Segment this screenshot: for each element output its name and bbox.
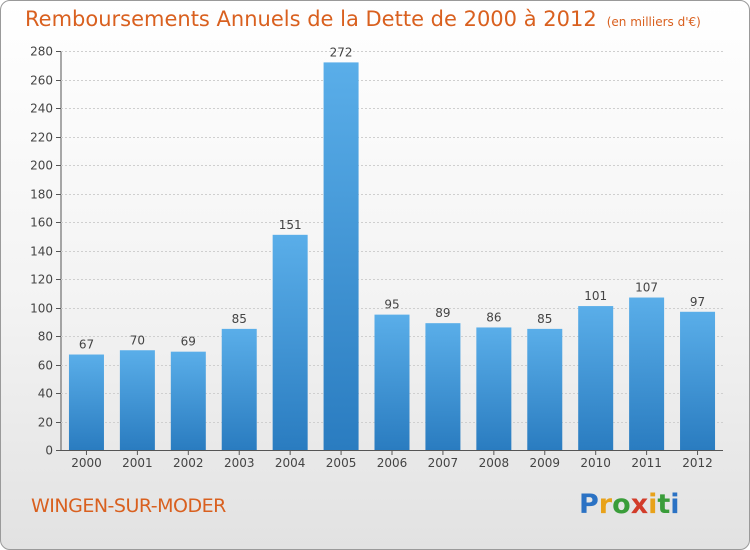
y-axis: 0 20 40 60 80 100 120 140 160 180 200 220 240 260 280	[30, 45, 61, 458]
city-name: WINGEN-SUR-MODER	[31, 495, 226, 517]
x-tick-label: 2001	[122, 456, 153, 470]
bar-2001	[119, 350, 155, 450]
data-label-2008: 86	[486, 310, 501, 324]
bar-2010	[578, 306, 614, 450]
data-label-2011: 107	[635, 281, 658, 295]
x-tick-label: 2005	[326, 456, 357, 470]
bar-2009	[527, 328, 563, 450]
y-tick-label: 140	[30, 245, 53, 259]
data-label-2005: 272	[330, 45, 353, 59]
data-label-2004: 151	[279, 218, 302, 232]
y-tick-label: 100	[30, 302, 53, 316]
y-tick-label: 0	[45, 444, 53, 458]
data-label-2006: 95	[384, 298, 399, 312]
y-tick-label: 80	[38, 330, 53, 344]
x-tick-label: 2004	[275, 456, 306, 470]
y-tick-label: 120	[30, 273, 53, 287]
x-tick-label: 2008	[479, 456, 510, 470]
x-tick-label: 2003	[224, 456, 255, 470]
bar-2000	[68, 354, 104, 450]
y-tick-label: 20	[38, 416, 53, 430]
y-tick-label: 260	[30, 74, 53, 88]
bar-2011	[629, 297, 665, 450]
bar-2006	[374, 314, 410, 450]
x-tick-label: 2012	[682, 456, 713, 470]
title-text: Remboursements Annuels de la Dette de 20…	[25, 7, 597, 31]
x-axis: 2000 2001 2002 2003 2004 2005 2006 2007 2008 2009…	[61, 450, 723, 470]
data-label-2003: 85	[232, 312, 247, 326]
data-label-2000: 67	[79, 338, 94, 352]
x-tick-label: 2002	[173, 456, 204, 470]
y-tick-label: 220	[30, 131, 53, 145]
bar-2012	[680, 311, 716, 450]
bar-2005	[323, 62, 359, 451]
y-tick-label: 160	[30, 216, 53, 230]
proxiti-logo: Proxiti	[579, 489, 680, 520]
bar-2007	[425, 323, 461, 450]
bars: 67 70 69 85 151 272 95 89 86 85 101 107 97	[68, 45, 716, 451]
y-tick-label: 200	[30, 159, 53, 173]
chart-title: Remboursements Annuels de la Dette de 20…	[25, 7, 701, 31]
bar-2003	[221, 328, 257, 450]
x-tick-label: 2006	[377, 456, 408, 470]
x-tick-label: 2007	[428, 456, 459, 470]
data-label-2002: 69	[181, 335, 196, 349]
grid-lines	[60, 51, 723, 451]
x-tick-label: 2000	[71, 456, 102, 470]
y-tick-label: 40	[38, 387, 53, 401]
data-label-2012: 97	[690, 295, 705, 309]
x-tick-label: 2011	[631, 456, 662, 470]
x-tick-label: 2009	[529, 456, 560, 470]
data-label-2010: 101	[584, 289, 607, 303]
y-tick-label: 180	[30, 188, 53, 202]
data-label-2001: 70	[130, 333, 145, 347]
y-tick-label: 60	[38, 359, 53, 373]
y-tick-label: 240	[30, 102, 53, 116]
x-tick-label: 2010	[580, 456, 611, 470]
bar-2008	[476, 327, 512, 450]
bar-2002	[170, 351, 206, 450]
y-tick-label: 280	[30, 45, 53, 59]
bar-2004	[272, 234, 308, 450]
data-label-2007: 89	[435, 306, 450, 320]
data-label-2009: 85	[537, 312, 552, 326]
title-unit: (en milliers d'€)	[606, 15, 701, 29]
